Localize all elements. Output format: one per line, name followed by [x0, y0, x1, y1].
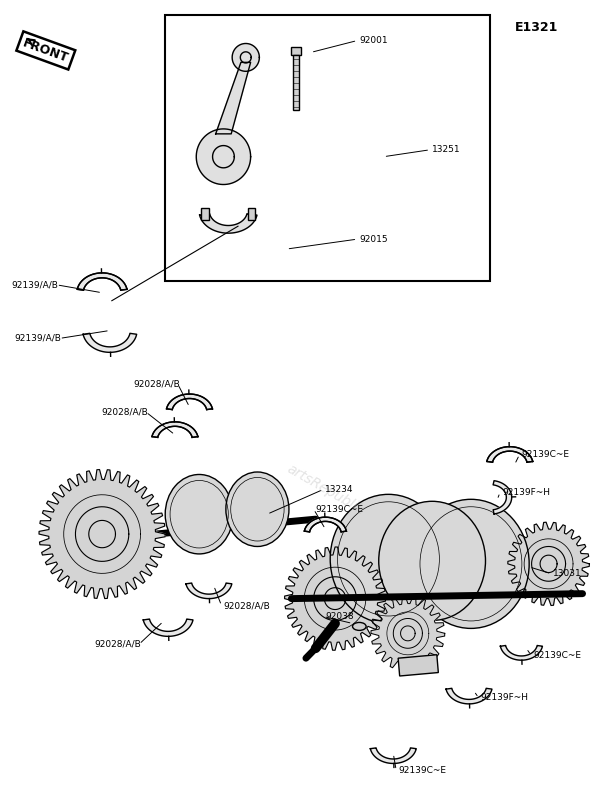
Text: 92139C~E: 92139C~E — [522, 450, 569, 459]
Text: 13031: 13031 — [554, 570, 582, 578]
Text: 92139/A/B: 92139/A/B — [11, 280, 58, 290]
Text: 92028/A/B: 92028/A/B — [133, 380, 180, 389]
Text: E1321: E1321 — [515, 21, 558, 34]
Text: 92139F~H: 92139F~H — [480, 694, 529, 702]
Ellipse shape — [412, 499, 529, 629]
Ellipse shape — [165, 474, 233, 554]
Bar — [165, 14, 491, 281]
Polygon shape — [216, 62, 251, 134]
Text: 92028/A/B: 92028/A/B — [224, 601, 270, 610]
Bar — [248, 208, 256, 220]
Polygon shape — [232, 43, 259, 71]
Ellipse shape — [226, 472, 289, 546]
Ellipse shape — [378, 502, 486, 621]
Polygon shape — [371, 596, 445, 671]
Polygon shape — [284, 547, 386, 650]
Polygon shape — [501, 646, 542, 660]
Ellipse shape — [330, 494, 446, 623]
Text: 13251: 13251 — [432, 146, 461, 154]
Polygon shape — [370, 748, 416, 763]
Ellipse shape — [352, 622, 366, 630]
Text: 92028/A/B: 92028/A/B — [94, 640, 141, 649]
Bar — [291, 47, 301, 55]
Polygon shape — [196, 129, 251, 185]
Polygon shape — [508, 522, 589, 606]
Bar — [293, 55, 299, 110]
Text: 92139/A/B: 92139/A/B — [14, 334, 61, 343]
Text: 13234: 13234 — [325, 485, 354, 494]
Text: 92038: 92038 — [325, 612, 354, 621]
Polygon shape — [200, 214, 257, 233]
Polygon shape — [83, 334, 136, 352]
Polygon shape — [493, 481, 512, 514]
Bar — [201, 208, 209, 220]
Text: 92139C~E: 92139C~E — [533, 650, 581, 660]
Text: FRONT: FRONT — [21, 36, 70, 65]
Text: 92139F~H: 92139F~H — [502, 488, 550, 497]
Polygon shape — [39, 470, 165, 598]
Polygon shape — [166, 394, 212, 410]
Polygon shape — [186, 583, 232, 598]
Polygon shape — [143, 619, 193, 636]
Text: 92001: 92001 — [359, 36, 388, 45]
Polygon shape — [487, 446, 533, 462]
Text: 92028/A/B: 92028/A/B — [101, 407, 148, 417]
Bar — [398, 654, 438, 676]
Text: 92015: 92015 — [359, 234, 388, 244]
Text: 92139C~E: 92139C~E — [316, 505, 364, 514]
Polygon shape — [152, 422, 198, 438]
Text: 92139C~E: 92139C~E — [398, 766, 446, 775]
Text: artsRepublik: artsRepublik — [284, 462, 367, 518]
Polygon shape — [77, 273, 127, 290]
Polygon shape — [446, 688, 492, 704]
Polygon shape — [305, 517, 346, 532]
